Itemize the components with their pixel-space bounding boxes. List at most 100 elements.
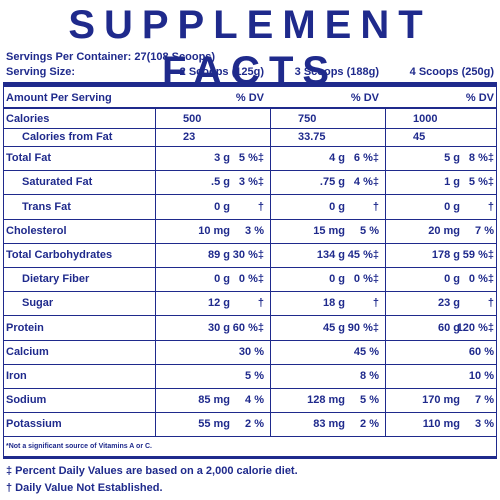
amount: 12 g: [207, 297, 230, 310]
row-label: Sodium: [6, 394, 47, 407]
daily-value: 7 %: [475, 224, 494, 237]
footnote: ‡ Percent Daily Values are based on a 2,…: [6, 465, 298, 477]
daily-value: †: [487, 297, 494, 310]
frame-left: [3, 82, 4, 458]
daily-value: 5 %: [245, 369, 264, 382]
amount: 33.75: [298, 131, 326, 143]
amount: 15 mg: [313, 224, 345, 237]
footnote: † Daily Value Not Established.: [6, 482, 163, 494]
dv-header: % DV: [235, 92, 264, 104]
row-rule: [3, 170, 497, 172]
row-rule: [3, 315, 497, 317]
amount: 500: [183, 113, 202, 125]
daily-value: †: [372, 297, 379, 310]
amount: 1000: [413, 113, 438, 125]
daily-value: 5 %: [360, 224, 379, 237]
daily-value: 0 %‡: [468, 273, 494, 286]
amount: .75 g: [319, 176, 345, 189]
daily-value: 120 %‡: [456, 321, 494, 334]
amount: 18 g: [322, 297, 345, 310]
row-label: Protein: [6, 321, 44, 334]
amount: 0 g: [329, 200, 345, 213]
title: SUPPLEMENT FACTS: [68, 3, 432, 93]
daily-value: †: [257, 200, 264, 213]
amount: 83 mg: [313, 418, 345, 431]
amount: 55 mg: [198, 418, 230, 431]
column-rule: [155, 109, 156, 437]
row-label: Total Carbohydrates: [6, 248, 113, 261]
row-label: Calories: [6, 113, 50, 125]
amount: 5 g: [444, 152, 460, 165]
amount: 45: [413, 131, 426, 143]
column-rule: [385, 109, 386, 437]
amount: 0 g: [444, 200, 460, 213]
serving-size: 4 Scoops (250g): [409, 66, 494, 78]
amount: 0 g: [214, 273, 230, 286]
servings-per-container: Servings Per Container: 27(108 Scoops): [6, 51, 216, 63]
dv-header: % DV: [465, 92, 494, 104]
row-rule: [3, 128, 497, 129]
note: *Not a significant source of Vitamins A …: [6, 443, 152, 450]
daily-value: 6 %‡: [353, 152, 379, 165]
daily-value: 0 %‡: [353, 273, 379, 286]
daily-value: 90 %‡: [347, 321, 379, 334]
daily-value: 5 %: [360, 394, 379, 407]
daily-value: 60 %‡: [232, 321, 264, 334]
amount: 30 g: [207, 321, 230, 334]
daily-value: 3 %: [475, 418, 494, 431]
daily-value: 3 %‡: [238, 176, 264, 189]
row-label: Calcium: [6, 345, 49, 358]
daily-value: 45 %‡: [347, 248, 379, 261]
amount: 3 g: [214, 152, 230, 165]
column-rule: [270, 109, 271, 437]
amount: 110 mg: [422, 418, 460, 431]
amount: 85 mg: [198, 394, 230, 407]
daily-value: 8 %: [360, 369, 379, 382]
daily-value: †: [372, 200, 379, 213]
row-rule: [3, 218, 497, 220]
amount: 10 mg: [198, 224, 230, 237]
daily-value: 5 %‡: [238, 152, 264, 165]
row-rule: [3, 194, 497, 196]
amount: 0 g: [214, 200, 230, 213]
amount: 1 g: [444, 176, 460, 189]
row-label: Saturated Fat: [22, 176, 93, 189]
row-label: Total Fat: [6, 152, 52, 165]
daily-value: †: [487, 200, 494, 213]
row-rule: [3, 146, 497, 147]
daily-value: 8 %‡: [468, 152, 494, 165]
daily-value: †: [257, 297, 264, 310]
row-rule: [3, 339, 497, 341]
serving-size: 2 Scoops (125g): [179, 66, 264, 78]
row-rule: [3, 436, 497, 438]
amount: 750: [298, 113, 317, 125]
amount: 20 mg: [428, 224, 460, 237]
amount: 23 g: [437, 297, 460, 310]
row-label: Iron: [6, 369, 27, 382]
row-label: Calories from Fat: [22, 131, 113, 143]
row-rule: [3, 388, 497, 389]
row-label: Cholesterol: [6, 224, 67, 237]
amount: 0 g: [444, 273, 460, 286]
amount: 170 mg: [422, 394, 460, 407]
amount: 0 g: [329, 273, 345, 286]
amount: 89 g: [207, 248, 230, 261]
daily-value: 2 %: [360, 418, 379, 431]
serving-size-label: Serving Size:: [6, 66, 76, 78]
dv-header: % DV: [350, 92, 379, 104]
rule: [3, 107, 497, 109]
rule-thick: [3, 82, 497, 87]
daily-value: 30 %: [238, 345, 264, 358]
row-label: Potassium: [6, 418, 62, 431]
amount: .5 g: [211, 176, 230, 189]
daily-value: 7 %: [475, 394, 494, 407]
row-label: Trans Fat: [22, 200, 71, 213]
daily-value: 3 %: [245, 224, 264, 237]
row-label: Dietary Fiber: [22, 273, 90, 286]
daily-value: 10 %: [468, 369, 494, 382]
daily-value: 2 %: [245, 418, 264, 431]
row-rule: [3, 291, 497, 293]
daily-value: 30 %‡: [232, 248, 264, 261]
row-rule: [3, 242, 497, 244]
daily-value: 45 %: [353, 345, 379, 358]
